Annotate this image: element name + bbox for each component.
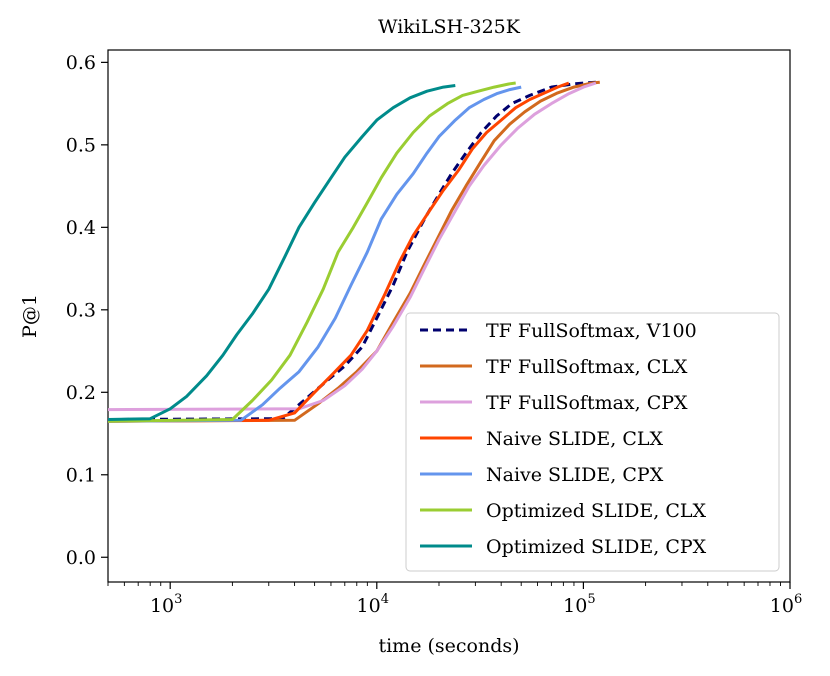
x-tick-base: 10 [563, 595, 587, 617]
series-line [107, 81, 516, 423]
y-tick-label: 0.0 [66, 547, 96, 569]
legend-label: Naive SLIDE, CLX [486, 428, 664, 450]
y-tick-label: 0.6 [66, 52, 96, 74]
series-line [107, 80, 597, 421]
y-tick-label: 0.2 [66, 382, 96, 404]
series-layer [107, 80, 600, 423]
legend: TF FullSoftmax, V100 TF FullSoftmax, CLX T… [405, 312, 780, 572]
legend-label: TF FullSoftmax, V100 [486, 320, 697, 342]
x-tick-label: 103 [150, 592, 182, 617]
x-tick-base: 10 [150, 595, 174, 617]
x-tick-base: 10 [770, 595, 794, 617]
y-axis: 0.0 0.1 0.2 0.3 0.4 0.5 0.6 [66, 52, 108, 569]
x-axis: 103 104 105 106 [107, 582, 802, 617]
x-tick-exponent: 6 [794, 592, 802, 607]
x-tick-exponent: 5 [587, 592, 595, 607]
legend-label: Optimized SLIDE, CLX [486, 500, 706, 522]
x-tick-label: 104 [357, 592, 389, 617]
y-tick-label: 0.4 [66, 217, 96, 239]
x-tick-exponent: 3 [174, 592, 182, 607]
x-axis-label: time (seconds) [378, 635, 519, 657]
legend-label: Naive SLIDE, CPX [486, 464, 664, 486]
legend-label: Optimized SLIDE, CPX [486, 536, 707, 558]
x-tick-label: 105 [563, 592, 595, 617]
y-tick-label: 0.5 [66, 134, 96, 156]
series-line [107, 81, 570, 423]
series-line [107, 81, 597, 412]
plot-area [107, 49, 791, 583]
x-tick-base: 10 [357, 595, 381, 617]
x-tick-label: 106 [770, 592, 802, 617]
legend-label: TF FullSoftmax, CLX [486, 356, 688, 378]
y-axis-label: P@1 [19, 294, 41, 338]
plot-frame [107, 49, 791, 583]
x-tick-exponent: 4 [381, 592, 389, 607]
series-line [107, 80, 600, 423]
series-line [107, 85, 522, 423]
y-tick-label: 0.1 [66, 464, 96, 486]
y-tick-label: 0.3 [66, 299, 96, 321]
legend-box [405, 312, 780, 572]
legend-label: TF FullSoftmax, CPX [486, 392, 688, 414]
chart-title: WikiLSH-325K [378, 16, 521, 38]
series-line [107, 84, 456, 421]
